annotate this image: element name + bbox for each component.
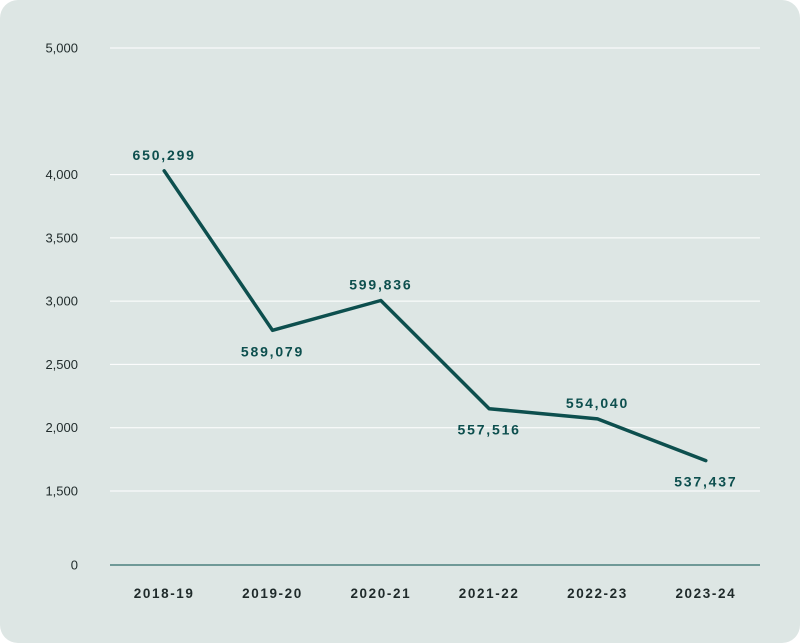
data-labels: 650,299 589,079 599,836 557,516 554,040 537,4…	[133, 147, 737, 490]
y-axis-ticks: 0 1,500 2,000 2,500 3,000 3,500 4,000 5,000	[45, 41, 78, 573]
series-line	[162, 169, 708, 463]
x-axis-ticks: 2018-19 2019-20 2020-21 2021-22 2022-23 2023-…	[134, 586, 736, 601]
x-tick-label: 2021-22	[459, 586, 520, 601]
data-label: 589,079	[241, 343, 304, 359]
data-label: 599,836	[349, 277, 412, 293]
y-tick-label: 2,500	[45, 357, 78, 372]
y-tick-label: 2,000	[45, 420, 78, 435]
y-tick-label: 3,500	[45, 230, 78, 245]
x-tick-label: 2018-19	[134, 586, 195, 601]
data-label: 650,299	[133, 147, 196, 163]
y-tick-label: 5,000	[45, 41, 78, 56]
x-tick-label: 2022-23	[567, 586, 628, 601]
data-label: 557,516	[458, 422, 521, 438]
x-tick-label: 2023-24	[675, 586, 736, 601]
y-tick-label: 4,000	[45, 167, 78, 182]
gridlines	[110, 47, 760, 492]
data-label: 554,040	[566, 395, 629, 411]
x-tick-label: 2019-20	[242, 586, 303, 601]
x-tick-label: 2020-21	[350, 586, 411, 601]
data-label: 537,437	[674, 474, 737, 490]
y-tick-label: 1,500	[45, 484, 78, 499]
y-tick-label: 0	[71, 558, 78, 573]
y-tick-label: 3,000	[45, 294, 78, 309]
